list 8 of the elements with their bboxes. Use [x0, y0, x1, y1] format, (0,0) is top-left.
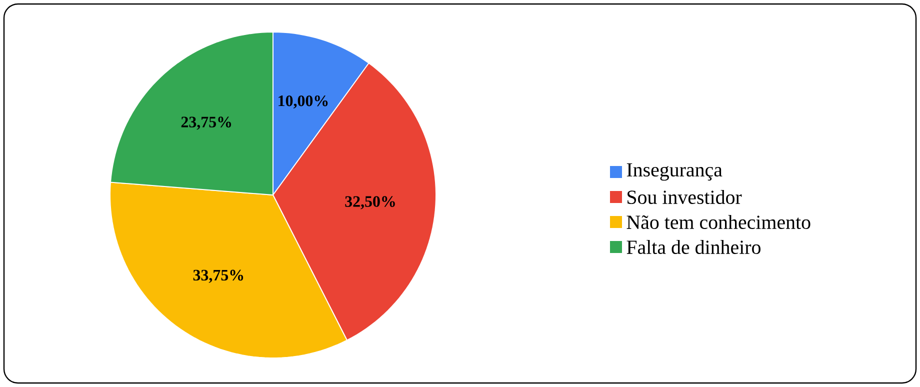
- legend-label: Sou investidor: [628, 190, 742, 204]
- legend-label: Insegurança: [626, 163, 722, 181]
- data-label: 33,75%: [193, 270, 244, 283]
- data-label: 32,50%: [345, 196, 395, 210]
- data-label: 23,75%: [181, 116, 232, 130]
- legend-label: Falta de dinheiro: [626, 240, 760, 254]
- legend-label: Não tem conhecimento: [626, 214, 810, 230]
- data-label: 10,00%: [278, 95, 328, 109]
